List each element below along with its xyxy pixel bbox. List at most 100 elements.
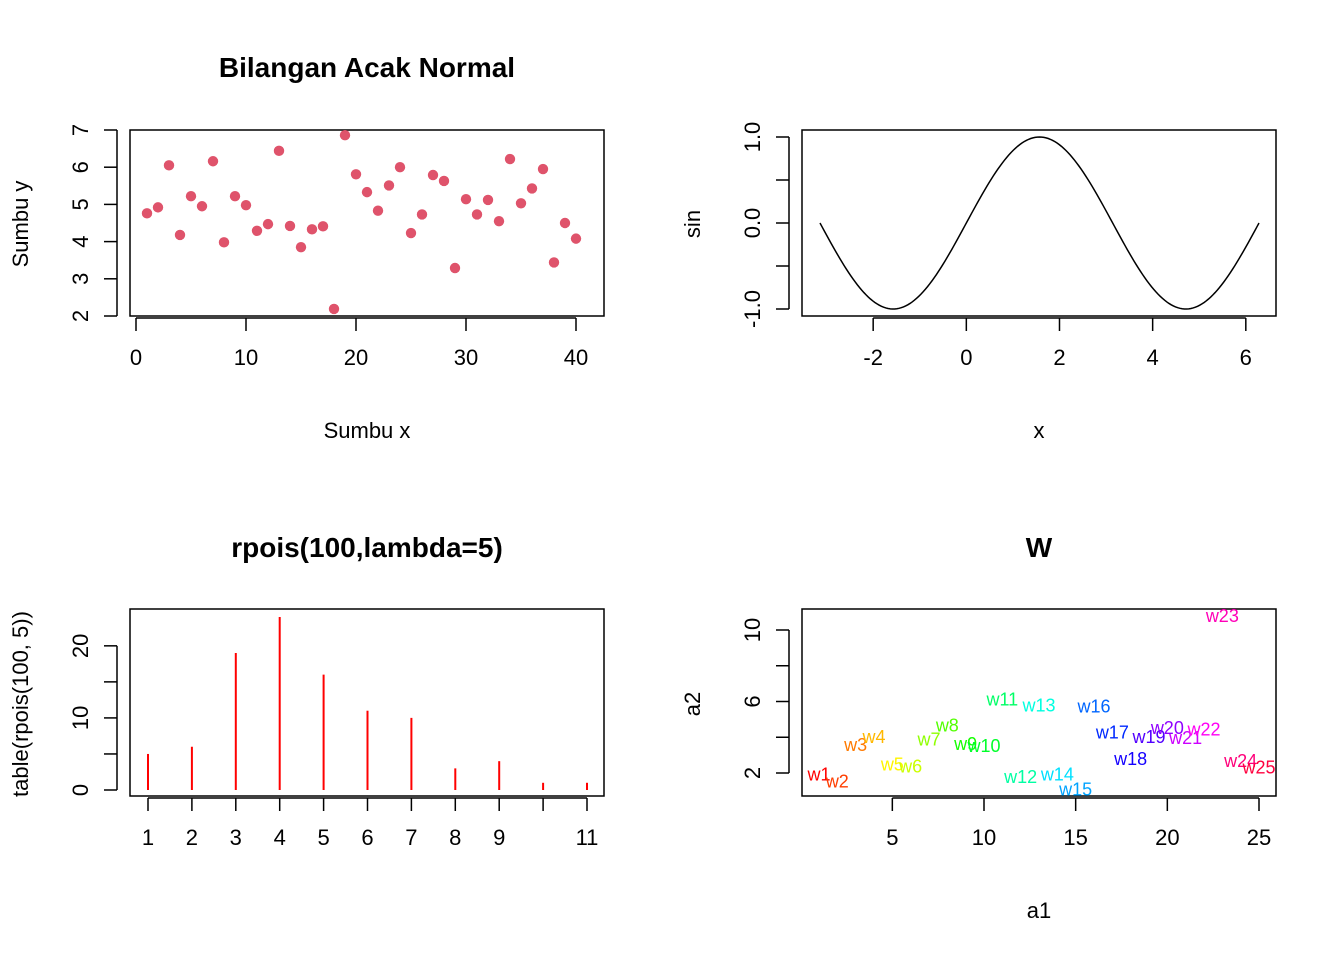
point-label: w3 [843,735,867,755]
x-tick-label: 9 [493,825,505,850]
x-tick-label: 30 [454,345,478,370]
y-tick-label: 10 [740,618,765,642]
y-tick-label: 6 [740,695,765,707]
y-axis: -1.0 0.0 1.0 [740,122,790,328]
scatter-point [240,199,252,211]
x-tick-label: 8 [449,825,461,850]
x-tick-label: 0 [960,345,972,370]
y-tick-label: 0.0 [740,208,765,239]
point-label: w22 [1186,720,1220,740]
scatter-point [438,175,450,187]
x-tick-label: 4 [274,825,286,850]
x-tick-label: 11 [576,825,599,850]
point-label: w13 [1021,696,1055,716]
x-tick-label: 4 [1147,345,1159,370]
y-tick-label: 5 [68,198,93,210]
x-tick-label: 2 [186,825,198,850]
x-axis: 1 2 3 4 5 6 7 8 9 11 [142,797,599,850]
point-label: w7 [916,730,940,750]
point-label: w2 [825,772,849,792]
scatter-point [262,218,274,230]
x-tick-label: 20 [344,345,368,370]
scatter-point [141,208,153,219]
x-tick-label: 6 [361,825,373,850]
x-axis: 0 10 20 30 40 [130,317,588,370]
y-tick-label: 6 [68,161,93,173]
x-tick-label: -2 [863,345,883,370]
chart-title: rpois(100,lambda=5) [231,532,503,563]
plot-frame [129,129,605,317]
x-tick-label: 10 [972,825,996,850]
point-label: w5 [880,755,904,775]
y-axis-label: sin [680,210,705,238]
point-label: w20 [1150,718,1184,738]
scatter-point [548,257,560,268]
point-label: w14 [1040,764,1074,784]
y-tick-label: 3 [68,273,93,285]
x-tick-label: 1 [142,825,154,850]
x-tick-label: 10 [234,345,258,370]
point-label: w8 [935,715,959,735]
scatter-point [570,233,582,244]
x-axis-label: a1 [1027,898,1051,923]
y-tick-label: 1.0 [740,122,765,153]
y-axis-label: table(rpois(100, 5)) [8,611,33,797]
scatter-point [416,209,428,220]
scatter-point [504,153,516,165]
scatter-point [361,186,373,198]
plot-frame [129,608,605,797]
scatter-point [174,229,186,241]
scatter-points [141,130,582,315]
sine-line [819,136,1260,310]
x-tick-label: 7 [405,825,417,850]
sine-curve [819,136,1260,310]
y-tick-label: 10 [68,706,93,730]
scatter-point [405,227,417,239]
x-tick-label: 20 [1155,825,1179,850]
x-tick-label: 40 [564,345,588,370]
scatter-point [537,163,549,175]
y-axis-label: Sumbu y [8,181,33,268]
panel-poisson-table: rpois(100,lambda=5) table(rpois(100, 5))… [8,532,605,850]
panel-w-labels: W a1 a2 w1w2w3w4w5w6w7w8w9w10w11w12w13w1… [680,532,1277,923]
plot-frame [801,129,1277,317]
scatter-point [306,224,318,235]
point-label: w18 [1113,749,1147,769]
y-axis: 2 3 4 5 6 7 [68,124,118,322]
y-axis-label: a2 [680,692,705,716]
x-tick-label: 25 [1247,825,1271,850]
scatter-point [163,160,175,171]
scatter-point [394,162,406,173]
point-label: w25 [1241,757,1275,777]
chart-title: Bilangan Acak Normal [219,52,515,83]
scatter-point [482,194,494,206]
x-tick-label: 15 [1063,825,1087,850]
scatter-point [526,183,538,194]
y-tick-label: 4 [68,235,93,247]
point-label: w10 [966,736,1000,756]
bar-lines [147,617,588,790]
point-label: w23 [1205,606,1239,626]
point-label: w19 [1131,727,1165,747]
point-label: w11 [985,689,1018,709]
scatter-point [152,202,164,213]
scatter-point [273,145,285,157]
point-label: w4 [861,727,885,747]
y-tick-label: 0 [68,784,93,796]
x-axis: -2 0 2 4 6 [863,317,1252,370]
scatter-point [493,215,505,227]
x-axis-label: x [1034,418,1045,443]
y-tick-label: 7 [68,124,93,136]
scatter-point [515,198,527,209]
x-tick-label: 3 [230,825,242,850]
plot-frame [801,608,1277,797]
x-tick-label: 2 [1053,345,1065,370]
scatter-point [471,209,483,220]
y-tick-label: 20 [68,634,93,658]
scatter-point [350,169,362,180]
scatter-point [251,225,263,237]
scatter-point [229,191,241,202]
scatter-point [372,205,384,216]
point-label: w12 [1003,767,1037,787]
